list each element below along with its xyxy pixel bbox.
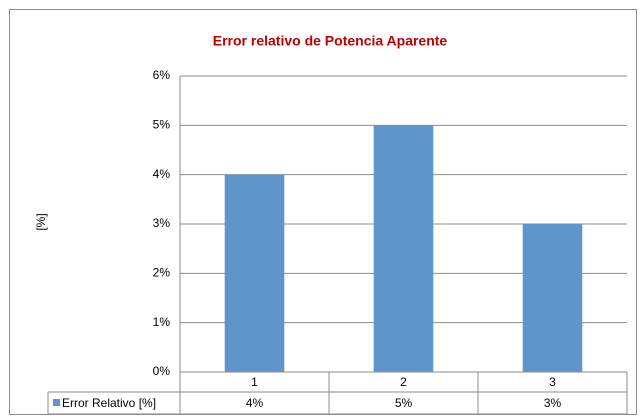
data-table-value: 4% (246, 396, 264, 410)
x-tick-label: 1 (251, 375, 258, 389)
x-tick-label: 3 (549, 375, 556, 389)
y-tick-label: 3% (153, 216, 171, 230)
bar (224, 174, 285, 372)
y-tick-label: 1% (153, 315, 171, 329)
bar (373, 125, 434, 372)
y-tick-label: 5% (153, 118, 171, 132)
y-tick-label: 0% (153, 364, 171, 378)
legend-swatch (53, 399, 60, 406)
y-tick-label: 4% (153, 167, 171, 181)
data-table-value: 3% (544, 396, 562, 410)
y-axis-label: [%] (34, 213, 48, 230)
y-tick-label: 6% (153, 68, 171, 82)
legend-label: Error Relativo [%] (62, 396, 156, 410)
data-table-value: 5% (395, 396, 413, 410)
chart-title: Error relativo de Potencia Aparente (213, 33, 448, 49)
bar (522, 224, 583, 372)
y-tick-label: 2% (153, 266, 171, 280)
x-tick-label: 2 (400, 375, 407, 389)
